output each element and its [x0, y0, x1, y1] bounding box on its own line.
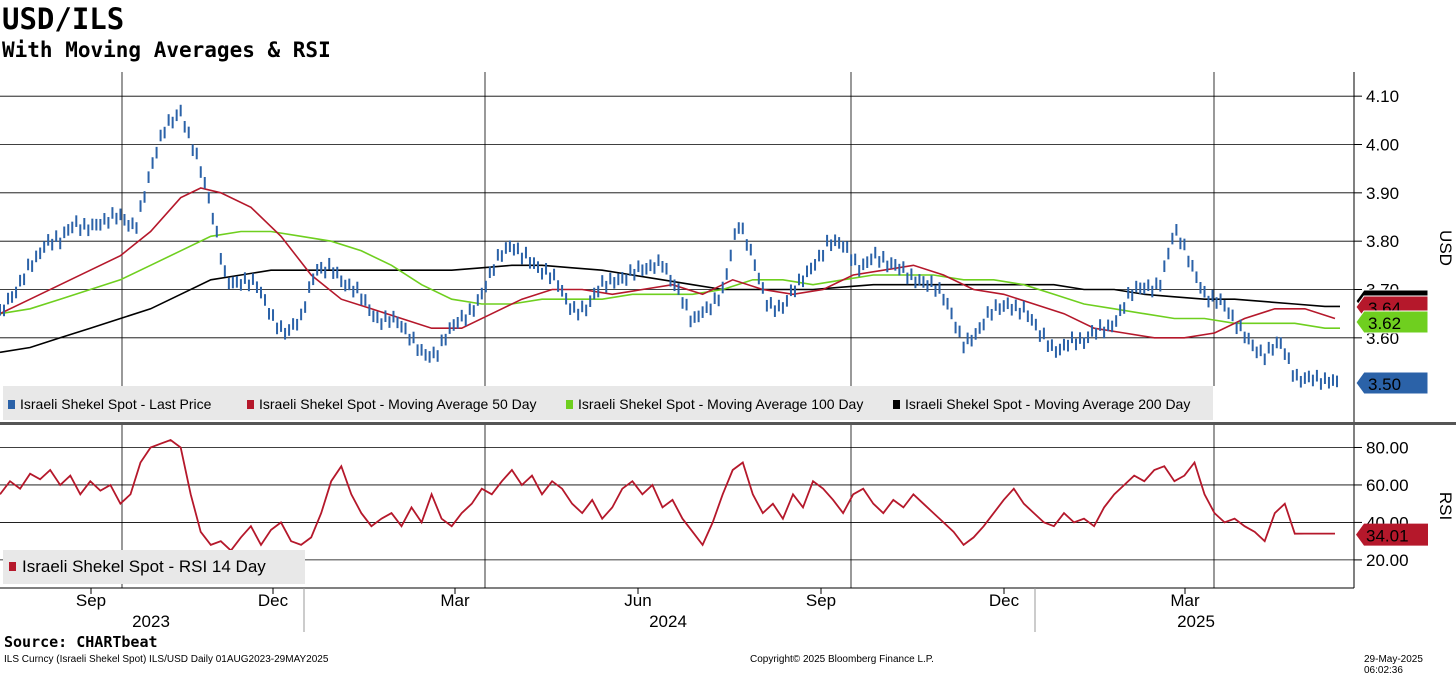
chart-title: USD/ILS	[2, 2, 125, 36]
price-legend	[3, 386, 1213, 420]
price-tick-label: 3.90	[1366, 184, 1399, 203]
legend-swatch	[9, 562, 16, 571]
source-note: Source: CHARTbeat	[4, 633, 158, 651]
x-month-label: Dec	[989, 591, 1020, 610]
price-last-value-labels: 3.663.643.623.50	[1355, 289, 1429, 395]
last-value-text: 3.62	[1368, 314, 1401, 333]
x-month-label: Mar	[1170, 591, 1200, 610]
last-value-label-ma100: 3.62	[1355, 310, 1429, 334]
x-month-label: Sep	[76, 591, 106, 610]
footer-center: Copyright© 2025 Bloomberg Finance L.P.	[750, 654, 934, 665]
footer-right: 29-May-2025 06:02:36	[1364, 654, 1423, 676]
rsi-y-axis-label: RSI	[1436, 492, 1455, 520]
last-value-label-last: 3.50	[1355, 371, 1429, 395]
legend-swatch	[893, 400, 900, 409]
x-year-label: 2024	[649, 612, 687, 631]
rsi-tick-label: 80.00	[1366, 438, 1409, 457]
rsi-legend-items: Israeli Shekel Spot - RSI 14 Day	[9, 557, 266, 576]
legend-item-ma50: Israeli Shekel Spot - Moving Average 50 …	[247, 396, 537, 412]
panel-separator	[0, 422, 1456, 425]
last-value-text: 3.50	[1368, 375, 1401, 394]
x-year-label: 2025	[1177, 612, 1215, 631]
last-value-tag	[1355, 310, 1429, 334]
footer-left: ILS Curncy (Israeli Shekel Spot) ILS/USD…	[4, 654, 329, 665]
price-tick-label: 4.10	[1366, 87, 1399, 106]
x-month-label: Sep	[806, 591, 836, 610]
x-axis-labels: Sep Dec Mar Jun Sep Dec Mar 2023 2024 2025	[76, 588, 1215, 632]
series-bars-last	[0, 104, 1338, 390]
legend-item-ma200: Israeli Shekel Spot - Moving Average 200…	[893, 396, 1190, 412]
series-line-rsi	[0, 438, 1335, 552]
last-value-text: 34.01	[1366, 527, 1409, 546]
rsi-grid	[0, 447, 1354, 561]
price-grid	[0, 95, 1354, 339]
series-line-ma50	[0, 187, 1336, 339]
legend-item-ma100: Israeli Shekel Spot - Moving Average 100…	[566, 396, 863, 412]
legend-item-rsi: Israeli Shekel Spot - RSI 14 Day	[9, 557, 266, 576]
price-vertical-grid	[121, 72, 1215, 386]
x-month-label: Jun	[624, 591, 651, 610]
price-series	[0, 104, 1340, 390]
rsi-tick-label: 20.00	[1366, 551, 1409, 570]
legend-label: Israeli Shekel Spot - Moving Average 50 …	[259, 396, 537, 412]
rsi-series	[0, 438, 1335, 552]
price-tick-label: 3.60	[1366, 329, 1399, 348]
legend-label: Israeli Shekel Spot - Moving Average 200…	[905, 396, 1190, 412]
last-value-label-rsi: 34.01	[1356, 523, 1428, 546]
x-month-label: Mar	[440, 591, 470, 610]
price-plot-area	[0, 72, 1354, 420]
price-tick-label: 3.80	[1366, 232, 1399, 251]
price-legend-items: Israeli Shekel Spot - Last Price Israeli …	[8, 396, 1190, 412]
rsi-last-value-labels: 34.01	[1356, 523, 1428, 546]
legend-swatch	[566, 400, 573, 409]
legend-swatch	[8, 400, 15, 409]
legend-item-last: Israeli Shekel Spot - Last Price	[8, 396, 212, 412]
series-line-ma200	[0, 264, 1340, 354]
rsi-tick-label: 60.00	[1366, 476, 1409, 495]
x-year-label: 2023	[132, 612, 170, 631]
price-tick-label: 4.00	[1366, 136, 1399, 155]
last-value-tag	[1356, 523, 1428, 546]
rsi-legend	[3, 550, 305, 584]
legend-label: Israeli Shekel Spot - Last Price	[20, 396, 212, 412]
price-panel: 4.104.003.903.803.703.60 USD 3.663.643.6…	[0, 72, 1455, 422]
legend-label: Israeli Shekel Spot - Moving Average 100…	[578, 396, 863, 412]
legend-swatch	[247, 400, 254, 409]
last-value-tag	[1355, 371, 1429, 395]
chart-subtitle: With Moving Averages & RSI	[2, 38, 331, 62]
legend-label: Israeli Shekel Spot - RSI 14 Day	[22, 557, 266, 576]
price-y-axis-label: USD	[1436, 230, 1455, 266]
x-month-label: Dec	[258, 591, 289, 610]
